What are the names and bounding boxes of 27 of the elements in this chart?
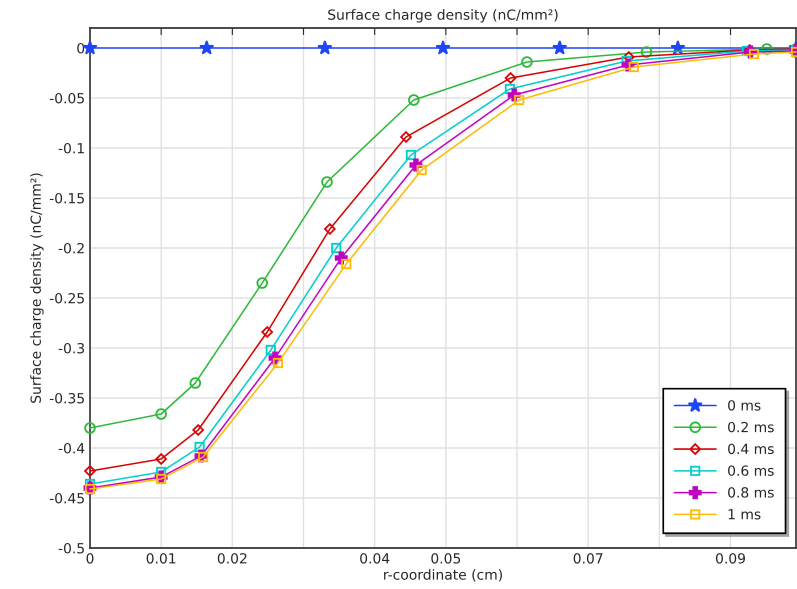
y-tick-label: -0.35 [50,392,84,404]
y-tick-label: 0 [77,42,84,54]
y-tick-label: -0.2 [58,242,84,254]
y-tick-label: -0.1 [58,142,84,154]
x-tick-label: 0.05 [431,553,460,564]
legend-label: 0 ms [728,400,760,411]
x-axis-title: r-coordinate (cm) [384,569,502,582]
y-tick-label: -0.15 [50,192,84,204]
legend-label: 0.6 ms [728,465,774,476]
y-tick-label: -0.4 [58,442,84,454]
y-tick-label: -0.45 [50,492,84,504]
legend-label: 0.2 ms [728,422,774,432]
y-tick-label: -0.05 [50,92,84,104]
x-tick-label: 0.09 [716,553,746,564]
x-tick-label: 0.02 [218,553,246,564]
x-tick-label: 0.04 [360,553,390,564]
chart-title: Surface charge density (nC/mm²) [328,9,558,23]
x-tick-label: 0.07 [574,553,602,564]
x-tick-label: 0 [86,553,94,564]
y-tick-label: -0.5 [58,542,84,554]
legend-label: 1 ms [728,509,760,520]
y-axis-title: Surface charge density (nC/mm²) [30,173,44,403]
legend-label: 0.4 ms [728,444,774,454]
x-tick-label: 0.01 [146,553,176,564]
y-tick-label: -0.3 [58,342,84,354]
y-tick-label: -0.25 [50,292,84,304]
legend-label: 0.8 ms [728,487,774,498]
